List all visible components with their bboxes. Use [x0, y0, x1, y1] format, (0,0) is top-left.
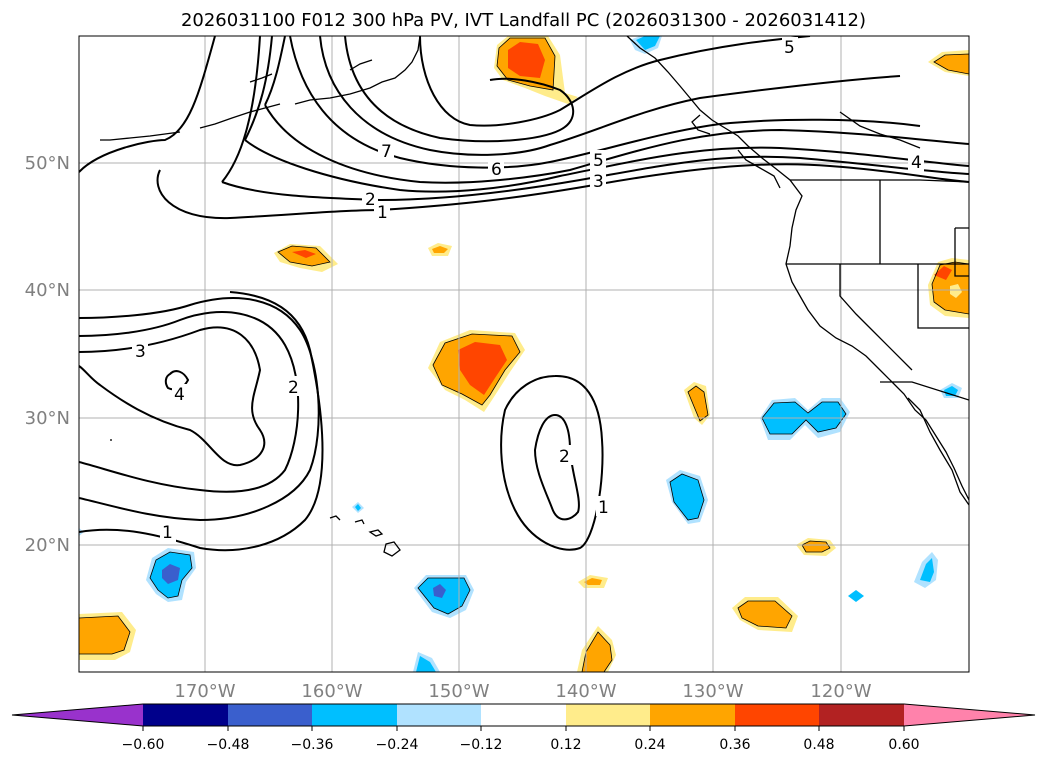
colorbar-tick-label: −0.24	[376, 737, 419, 753]
lon-tick-label: 160°W	[301, 681, 362, 702]
contour-labels: 7 6 5 3 2 1 5 4 3 4 2 2 1 1	[132, 37, 924, 543]
lon-tick-label: 140°W	[555, 681, 616, 702]
colorbar-segment	[650, 704, 735, 726]
colorbar-tick-label: −0.60	[122, 737, 165, 753]
lat-tick-label: 40°N	[25, 280, 70, 301]
contour-label: 6	[491, 160, 502, 180]
colorbar-segment	[397, 704, 481, 726]
colorbar-tick-label: 0.36	[719, 737, 750, 753]
colorbar-segment	[228, 704, 312, 726]
gridlines	[79, 36, 969, 672]
contour-label: 3	[593, 172, 604, 192]
contour-label: 2	[559, 447, 570, 467]
contour-label: 1	[162, 523, 173, 543]
contour-label: 5	[593, 151, 604, 171]
ivt-shading	[79, 36, 969, 672]
contour-label: 2	[288, 378, 299, 398]
lat-tick-labels: 50°N 40°N 30°N 20°N	[25, 153, 70, 556]
contour-label: 1	[377, 203, 388, 223]
contour-label: 4	[174, 385, 185, 405]
colorbar-segment	[312, 704, 397, 726]
contour-label: 4	[911, 153, 922, 173]
colorbar-segment	[819, 704, 904, 726]
lon-tick-label: 120°W	[810, 681, 871, 702]
colorbar-tick-label: −0.12	[460, 737, 503, 753]
lat-tick-label: 30°N	[25, 408, 70, 429]
colorbar: −0.60 −0.48 −0.36 −0.24 −0.12 0.12 0.24 …	[11, 703, 1036, 753]
pv-contours	[79, 36, 969, 552]
lon-tick-label: 150°W	[428, 681, 489, 702]
contour-label: 2	[365, 190, 376, 210]
coastlines	[100, 36, 969, 557]
colorbar-tick-label: 0.48	[803, 737, 834, 753]
lat-tick-label: 20°N	[25, 535, 70, 556]
lat-tick-label: 50°N	[25, 153, 70, 174]
colorbar-tick-label: 0.24	[634, 737, 665, 753]
lon-tick-labels: 170°W 160°W 150°W 140°W 130°W 120°W	[174, 681, 871, 702]
colorbar-tick-label: −0.48	[207, 737, 250, 753]
contour-label: 5	[784, 38, 795, 58]
colorbar-segment	[143, 704, 228, 726]
colorbar-segment	[735, 704, 819, 726]
colorbar-tick-label: −0.36	[291, 737, 334, 753]
map-title: 2026031100 F012 300 hPa PV, IVT Landfall…	[180, 10, 867, 31]
colorbar-segment	[566, 704, 650, 726]
colorbar-tick-label: 0.12	[550, 737, 581, 753]
lon-tick-label: 170°W	[174, 681, 235, 702]
colorbar-segment	[481, 704, 566, 726]
colorbar-high-extend	[904, 704, 1035, 726]
contour-label: 7	[381, 142, 392, 162]
colorbar-tick-label: 0.60	[888, 737, 919, 753]
contour-label: 3	[135, 342, 146, 362]
colorbar-low-extend	[12, 704, 143, 726]
contour-label: 1	[598, 498, 609, 518]
map-frame	[78, 35, 970, 673]
lon-tick-label: 130°W	[682, 681, 743, 702]
